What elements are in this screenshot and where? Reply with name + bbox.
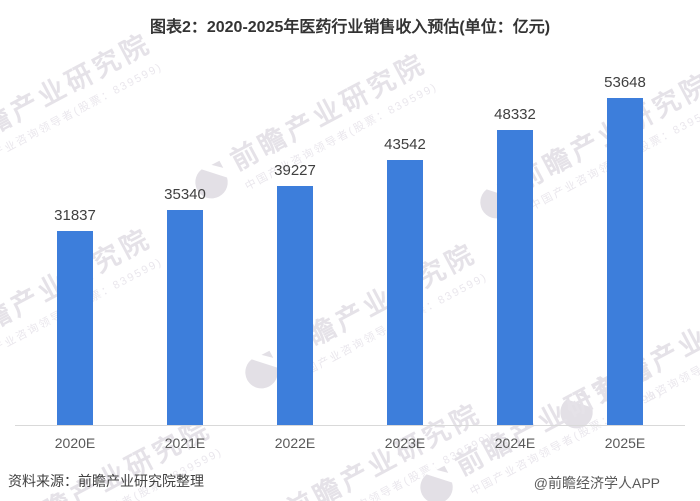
bar-2025E: [607, 98, 643, 425]
qianzhan-logo-icon: [420, 465, 458, 501]
bar-value-label: 39227: [274, 162, 316, 179]
bar-2021E: [167, 210, 203, 425]
x-axis-label: 2025E: [604, 435, 646, 451]
bar-column: 35340: [130, 186, 240, 425]
bar-column: 31837: [20, 207, 130, 425]
x-axis-line: [15, 425, 685, 426]
bar-value-label: 53648: [604, 74, 646, 91]
x-axis-label: 2022E: [274, 435, 316, 451]
copyright-note: @前瞻经济学人APP: [533, 475, 660, 491]
x-axis-label: 2020E: [54, 435, 96, 451]
chart-title: 图表2：2020-2025年医药行业销售收入预估(单位：亿元): [149, 19, 551, 36]
source-note: 资料来源：前瞻产业研究院整理: [8, 473, 204, 489]
bar-column: 53648: [570, 74, 680, 425]
bar-value-label: 48332: [494, 106, 536, 123]
plot-area: 31837 35340 39227 43542 48332 53648: [20, 0, 680, 425]
bar-2022E: [277, 186, 313, 425]
bar-column: 43542: [350, 136, 460, 425]
x-axis-labels: 2020E 2021E 2022E 2023E 2024E 2025E: [20, 435, 680, 451]
bar-column: 39227: [240, 162, 350, 425]
x-axis-label: 2024E: [494, 435, 536, 451]
bar-2024E: [497, 130, 533, 425]
bar-2020E: [57, 231, 93, 425]
x-axis-label: 2021E: [164, 435, 206, 451]
x-axis-label: 2023E: [384, 435, 426, 451]
bar-value-label: 43542: [384, 136, 426, 153]
bar-2023E: [387, 160, 423, 425]
bar-column: 48332: [460, 106, 570, 425]
bar-value-label: 35340: [164, 186, 206, 203]
bar-value-label: 31837: [54, 207, 96, 224]
